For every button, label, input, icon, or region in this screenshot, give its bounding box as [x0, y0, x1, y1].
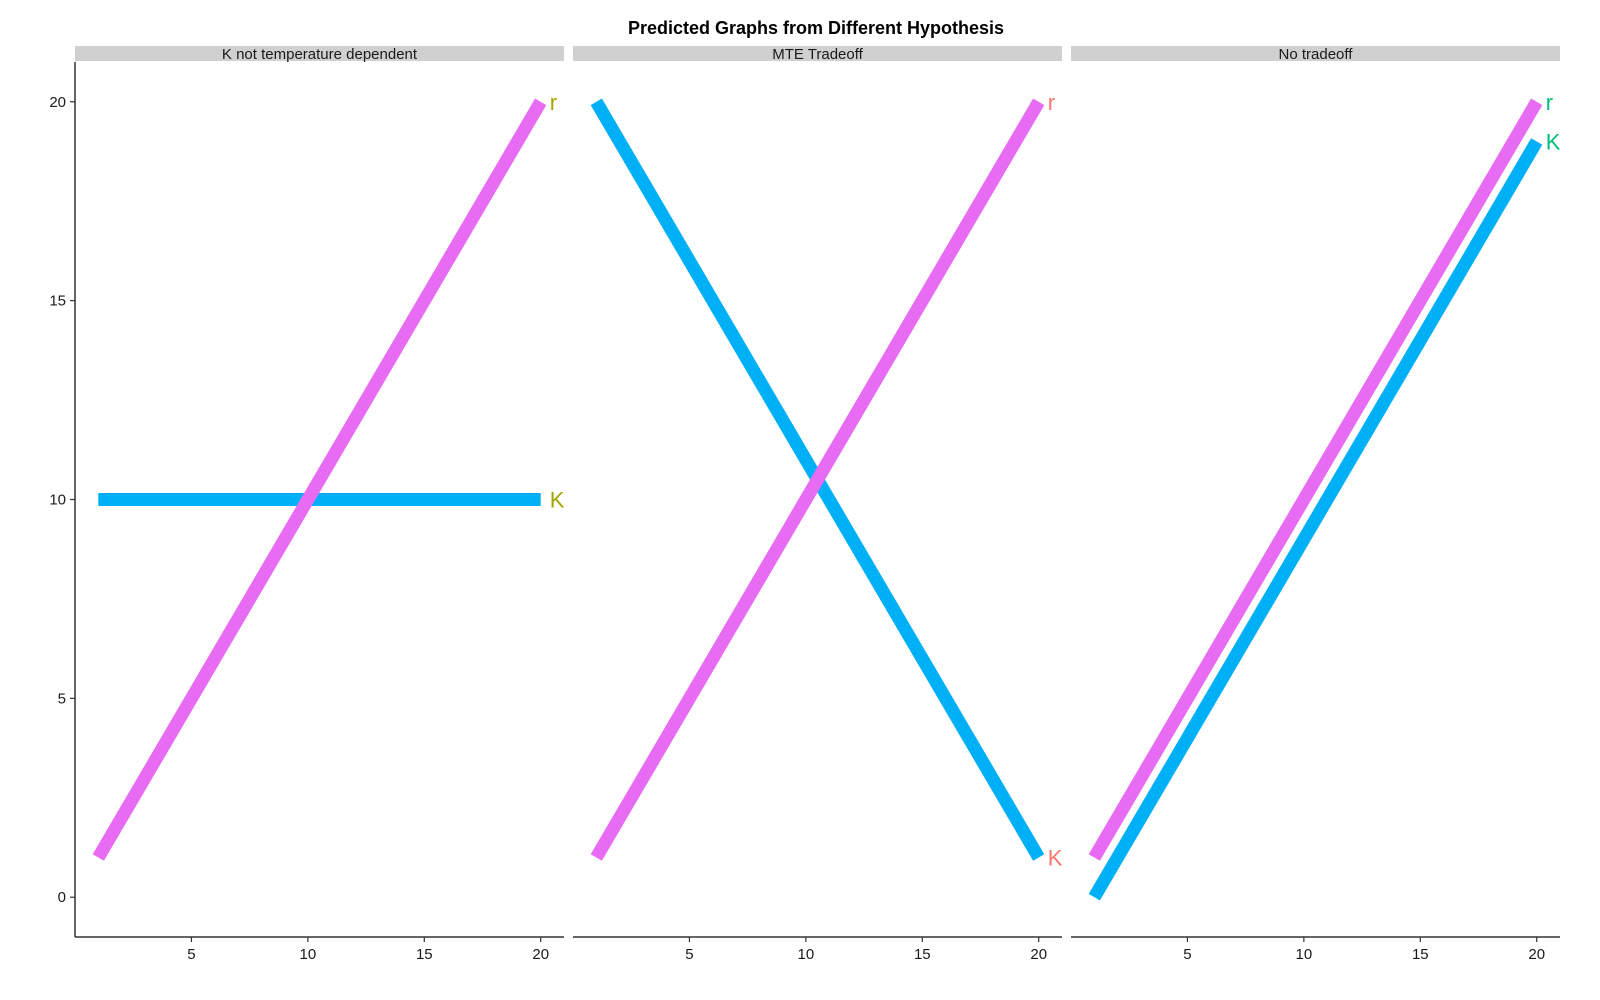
facet-panel: K not temperature dependent 5 10 15 20 r K: [75, 46, 565, 963]
x-tick-label: 20: [1528, 946, 1545, 963]
facet-panel: MTE Tradeoff 5 10 15 20 r K: [573, 46, 1063, 963]
x-tick-label: 15: [416, 946, 433, 963]
y-tick-label: 5: [58, 690, 66, 707]
x-tick-label: 10: [798, 946, 815, 963]
series-line-r: [590, 98, 1045, 861]
y-tick-label: 20: [49, 94, 66, 111]
series-line-k: [1088, 138, 1543, 901]
series-end-label-r: r: [1048, 90, 1055, 115]
y-tick-label: 10: [49, 492, 66, 509]
facet-strip-label: K not temperature dependent: [222, 46, 418, 63]
series-end-label-r: r: [1546, 90, 1553, 115]
facet-strip: [1071, 46, 1560, 61]
series-end-label-k: K: [1546, 130, 1561, 155]
facet-panel: No tradeoff 5 10 15 20 rK: [1071, 46, 1561, 963]
x-tick-label: 15: [914, 946, 931, 963]
x-tick-label: 5: [685, 946, 693, 963]
y-tick-label: 0: [58, 889, 66, 906]
x-tick-label: 20: [532, 946, 549, 963]
series-end-label-r: r: [550, 90, 557, 115]
x-tick-label: 15: [1412, 946, 1429, 963]
facet-strip: [573, 46, 1062, 61]
chart-title: Predicted Graphs from Different Hypothes…: [628, 18, 1004, 38]
y-axis: 0 5 10 15 20: [49, 62, 76, 937]
x-tick-label: 10: [300, 946, 317, 963]
series-line-r: [92, 98, 547, 861]
series-end-label-k: K: [1048, 845, 1063, 870]
x-tick-label: 5: [1183, 946, 1191, 963]
x-tick-label: 5: [187, 946, 195, 963]
y-tick-label: 15: [49, 293, 66, 310]
x-tick-label: 10: [1296, 946, 1313, 963]
x-tick-label: 20: [1030, 946, 1047, 963]
series-end-label-k: K: [550, 488, 565, 513]
series-line-r: [1088, 98, 1543, 861]
facet-strip: [75, 46, 564, 61]
facet-strip-label: No tradeoff: [1279, 46, 1354, 63]
facet-strip-label: MTE Tradeoff: [772, 46, 863, 63]
